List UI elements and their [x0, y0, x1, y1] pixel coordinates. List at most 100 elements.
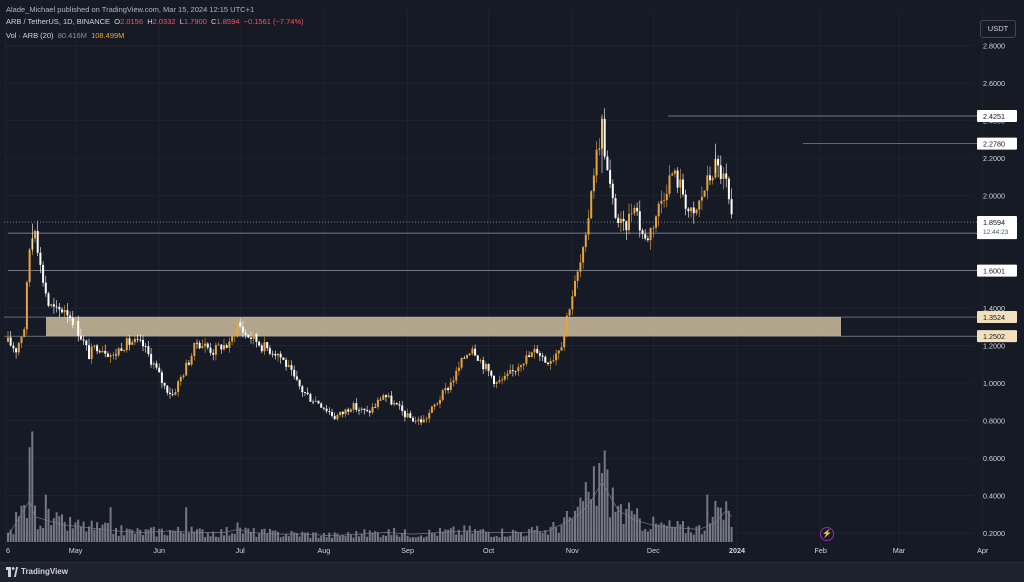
volume-indicator-label[interactable]: Vol · ARB (20)	[6, 31, 54, 40]
candle	[82, 335, 85, 345]
candle	[306, 387, 309, 396]
volume-bar	[77, 519, 80, 542]
volume-bar	[401, 533, 404, 542]
volume-bar	[298, 536, 301, 542]
candle	[520, 364, 522, 372]
time-tick-label: Apr	[977, 546, 989, 555]
volume-bar	[28, 447, 31, 542]
candle-body	[606, 156, 609, 171]
volume-bar	[598, 463, 601, 542]
symbol-label[interactable]: ARB / TetherUS, 1D, BINANCE	[6, 17, 111, 26]
candle	[309, 392, 312, 402]
volume-bar	[603, 450, 606, 542]
candle-body	[444, 388, 447, 391]
candle	[236, 320, 239, 338]
candle	[617, 214, 620, 228]
volume-bar	[144, 529, 147, 542]
currency-button[interactable]: USDT	[980, 20, 1016, 38]
candle	[700, 186, 703, 210]
zone-tag	[977, 330, 1017, 343]
candle-body	[522, 363, 525, 366]
level-tag-label: 2.4251	[983, 112, 1005, 121]
candle	[328, 407, 331, 416]
candle	[682, 173, 684, 197]
candle	[136, 334, 139, 343]
candle	[42, 261, 45, 287]
volume-bar	[117, 535, 120, 542]
candle-body	[209, 347, 212, 353]
candle-body	[398, 404, 401, 406]
candle-body	[109, 355, 112, 357]
candle	[117, 346, 120, 358]
volume-bar	[644, 528, 647, 542]
volume-bar	[177, 526, 180, 542]
candle-body	[112, 354, 115, 356]
candle-body	[393, 402, 396, 405]
candle	[552, 354, 555, 363]
candle-body	[163, 382, 166, 386]
volume-bar	[169, 530, 171, 542]
candle	[673, 168, 676, 178]
candle	[241, 321, 244, 338]
volume-bar	[387, 529, 390, 542]
candle-body	[50, 304, 53, 306]
volume-bar	[557, 532, 560, 542]
time-tick-label: Nov	[566, 546, 579, 555]
volume-bar	[201, 529, 204, 542]
candle-body	[557, 350, 560, 354]
volume-bar	[223, 535, 225, 542]
volume-bar	[317, 537, 320, 542]
candle-body	[282, 357, 285, 360]
candle	[568, 308, 571, 320]
footer-bar: TradingView	[0, 562, 1024, 582]
candle	[125, 334, 128, 353]
volume-bar	[625, 508, 628, 542]
candle-body	[565, 315, 568, 331]
candle-body	[39, 252, 42, 265]
candle-body	[625, 221, 628, 231]
candle-body	[447, 388, 450, 390]
candle-body	[441, 390, 444, 401]
candle	[393, 399, 396, 407]
volume-bar	[382, 535, 385, 542]
candle-body	[698, 200, 701, 210]
candle	[61, 307, 63, 314]
candle	[47, 291, 50, 308]
candle	[112, 352, 115, 360]
candle	[152, 361, 155, 369]
volume-bar	[36, 529, 39, 542]
volume-bar	[663, 524, 666, 542]
volume-bar	[414, 537, 417, 542]
candle	[331, 408, 333, 418]
candle-body	[66, 310, 69, 316]
candle-body	[228, 341, 231, 348]
candle-body	[217, 344, 220, 346]
candle	[582, 245, 585, 269]
candle-body	[611, 183, 614, 199]
candle	[719, 155, 722, 184]
volume-bar	[85, 531, 88, 542]
candle	[295, 370, 298, 382]
tradingview-logo-icon[interactable]	[6, 567, 18, 577]
lightning-icon[interactable]: ⚡	[820, 527, 834, 541]
volume-bar	[50, 525, 53, 542]
brand-name[interactable]: TradingView	[21, 567, 68, 576]
support-resistance-zone[interactable]	[46, 317, 841, 337]
volume-bar	[525, 535, 528, 542]
candle	[630, 203, 633, 222]
candle	[698, 199, 701, 218]
volume-bar	[657, 524, 660, 542]
volume-bar	[709, 523, 711, 542]
candle-body	[252, 333, 255, 339]
candle-body	[287, 365, 290, 367]
candle	[71, 310, 74, 329]
volume-bar	[328, 532, 331, 542]
candle	[406, 408, 409, 418]
low-label: L	[179, 17, 184, 26]
candle	[565, 312, 568, 338]
time-axis[interactable]: 6MayJunJulAugSepOctNovDec2024FebMarAprMa…	[6, 546, 1024, 555]
chart-grid	[4, 12, 984, 548]
volume-bar	[571, 518, 574, 542]
candle-body	[517, 367, 520, 371]
